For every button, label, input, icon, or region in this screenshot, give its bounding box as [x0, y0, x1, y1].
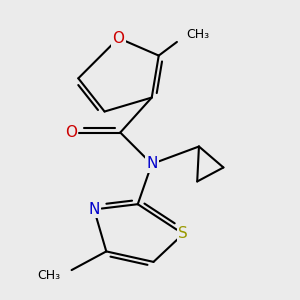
Text: CH₃: CH₃ [187, 28, 210, 41]
Text: N: N [88, 202, 100, 217]
Text: S: S [178, 226, 188, 242]
Text: N: N [146, 157, 158, 172]
Text: CH₃: CH₃ [38, 269, 61, 282]
Text: O: O [65, 125, 77, 140]
Text: O: O [112, 31, 124, 46]
